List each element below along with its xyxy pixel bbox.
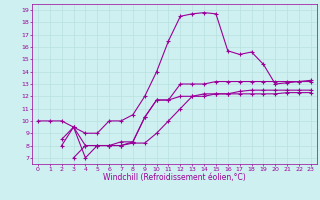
X-axis label: Windchill (Refroidissement éolien,°C): Windchill (Refroidissement éolien,°C) <box>103 173 246 182</box>
